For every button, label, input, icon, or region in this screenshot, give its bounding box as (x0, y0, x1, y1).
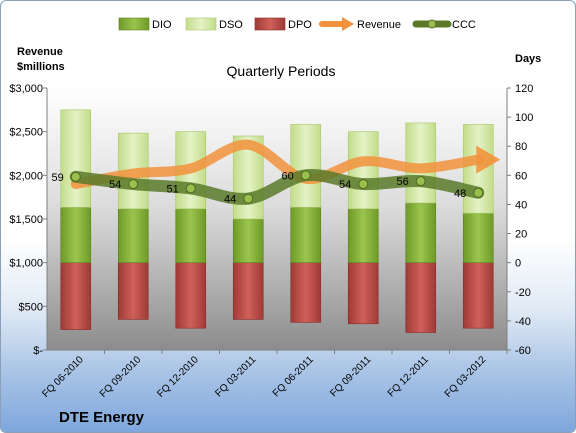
legend: DIO DSO DPO Revenue CCC (118, 17, 476, 31)
dio-bar (175, 208, 207, 263)
ccc-data-label: 54 (109, 179, 121, 191)
legend-swatch-dio (118, 17, 150, 31)
ccc-marker (243, 193, 254, 204)
legend-marker-ccc (427, 19, 437, 29)
dpo-bar (462, 262, 494, 329)
dpo-bar (117, 262, 149, 320)
dio-bar (60, 207, 92, 263)
ccc-data-label: 48 (454, 188, 466, 200)
dpo-bar (347, 262, 379, 325)
legend-label-dpo: DPO (288, 19, 312, 31)
dpo-bar (60, 262, 92, 330)
dio-bar (347, 208, 379, 263)
x-tick-label: FQ 06-2011 (271, 354, 316, 399)
left-tick-label: $2,500 (9, 127, 43, 139)
ccc-marker (128, 179, 139, 190)
right-tick-label: 20 (515, 229, 527, 241)
ccc-marker (300, 170, 311, 181)
left-tick-label: $3,000 (9, 83, 43, 95)
x-tick-label: FQ 03-2011 (213, 354, 258, 399)
right-tick-label: 60 (515, 170, 527, 182)
x-tick-label: FQ 03-2012 (443, 354, 489, 400)
right-axis-title: Days (515, 53, 541, 65)
left-tick-label: $2,000 (9, 170, 43, 182)
ccc-marker (70, 171, 81, 182)
right-tick-label: 120 (515, 83, 533, 95)
ccc-marker (185, 183, 196, 194)
ccc-line (69, 168, 485, 205)
right-tick-label: 100 (515, 112, 533, 124)
x-tick-label: FQ 06-2010 (40, 354, 86, 400)
legend-arrowhead-revenue (342, 17, 354, 31)
left-tick-label: $1,500 (9, 214, 43, 226)
ccc-layer: 59 54 51 44 60 54 56 48 (52, 168, 485, 206)
bars-layer (60, 109, 494, 333)
dpo-bar (290, 262, 322, 323)
right-tick-label: 0 (515, 258, 521, 270)
ccc-data-label: 56 (397, 176, 409, 188)
dio-bar (117, 208, 149, 263)
revenue-line (70, 139, 484, 190)
company-name: DTE Energy (59, 409, 145, 426)
dio-bar (290, 207, 322, 263)
left-tick-label: $- (33, 345, 43, 357)
dso-bar (290, 124, 322, 208)
dpo-bar (232, 262, 264, 320)
right-tick-label: -60 (515, 345, 531, 357)
left-tick-label: $1,000 (9, 258, 43, 270)
ccc-marker (415, 176, 426, 187)
left-axis-title-line2: $millions (17, 61, 65, 73)
legend-swatch-dso (185, 17, 217, 31)
legend-label-dso: DSO (219, 19, 243, 31)
chart-title: Quarterly Periods (227, 63, 336, 79)
legend-label-ccc: CCC (452, 19, 476, 31)
dso-bar (60, 109, 92, 208)
dso-bar (347, 131, 379, 210)
x-tick-label: FQ 12-2011 (386, 354, 431, 399)
x-tick-label: FQ 09-2011 (328, 354, 373, 399)
dio-bar (405, 202, 437, 263)
ccc-data-label: 44 (224, 194, 236, 206)
right-tick-label: 80 (515, 141, 527, 153)
legend-label-revenue: Revenue (357, 19, 401, 31)
ccc-data-label: 60 (282, 170, 294, 182)
right-tick-label: 40 (515, 199, 527, 211)
legend-swatch-dpo (254, 17, 286, 31)
dio-bar (232, 218, 264, 263)
dio-bar (462, 212, 494, 263)
plot-area (47, 88, 507, 350)
left-axis-title-line1: Revenue (17, 46, 63, 58)
right-tick-label: -40 (515, 316, 531, 328)
x-tick-label: FQ 12-2010 (155, 354, 201, 400)
ccc-data-label: 59 (52, 172, 64, 184)
legend-label-dio: DIO (152, 19, 172, 31)
dpo-bar (405, 262, 437, 333)
revenue-arrowhead (476, 145, 501, 174)
dpo-bar (175, 262, 207, 329)
ccc-marker (473, 187, 484, 198)
right-tick-label: -20 (515, 287, 531, 299)
ccc-data-label: 51 (167, 183, 179, 195)
ccc-marker (358, 179, 369, 190)
revenue-layer (70, 139, 501, 190)
ccc-data-label: 54 (339, 179, 351, 191)
x-tick-label: FQ 09-2010 (98, 354, 144, 400)
left-tick-label: $500 (19, 301, 43, 313)
